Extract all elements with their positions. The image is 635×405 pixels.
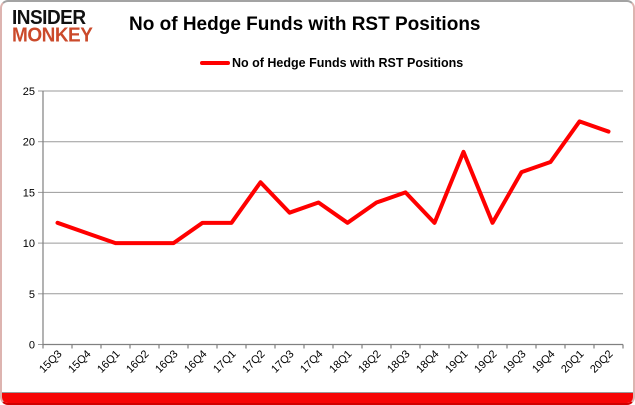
y-axis-label: 15 [23,187,35,199]
x-axis-label: 15Q3 [37,348,65,376]
x-axis-label: 19Q3 [501,348,529,376]
axes [42,91,624,349]
chart-title: No of Hedge Funds with RST Positions [129,14,481,35]
y-axis-label: 25 [23,86,35,98]
x-axis-label: 19Q1 [443,348,471,376]
x-axis-label: 19Q2 [472,348,500,376]
x-axis-label: 19Q4 [530,348,558,376]
logo-line-insider: INSIDER [12,6,86,30]
x-axis-label: 17Q4 [298,348,326,376]
y-axis-label: 0 [29,340,35,352]
x-axis-label: 16Q4 [182,348,210,376]
x-axis-label: 17Q2 [240,348,268,376]
x-axis-label: 18Q4 [414,348,442,376]
x-axis-label: 16Q3 [153,348,181,376]
x-axis-label: 20Q2 [588,348,616,376]
x-axis-label: 15Q4 [66,348,94,376]
x-axis-label: 20Q1 [559,348,587,376]
x-axis-label: 18Q3 [385,348,413,376]
gridlines [38,90,623,345]
bottom-brand-bar [2,392,633,403]
y-axis-label: 10 [23,238,35,250]
x-axis-label: 18Q2 [356,348,384,376]
plot-area: 0 5 10 15 20 25 15Q3 15Q4 16Q1 16Q2 16Q3 16Q4 17Q1 17… [2,2,633,398]
y-axis-label: 5 [29,289,35,301]
series-line [55,119,611,246]
y-axis-label: 20 [23,137,35,149]
logo-line-monkey: MONKEY [12,24,93,47]
insider-monkey-logo: INSIDER MONKEY [12,6,93,47]
x-axis-label: 18Q1 [327,348,355,376]
x-axis-label: 16Q1 [95,348,123,376]
x-axis-label: 17Q3 [269,348,297,376]
legend-label: No of Hedge Funds with RST Positions [232,56,464,70]
legend: No of Hedge Funds with RST Positions [200,56,463,70]
legend-line-swatch [200,60,230,66]
x-axis-label: 17Q1 [211,348,239,376]
x-axis-label: 16Q2 [124,348,152,376]
